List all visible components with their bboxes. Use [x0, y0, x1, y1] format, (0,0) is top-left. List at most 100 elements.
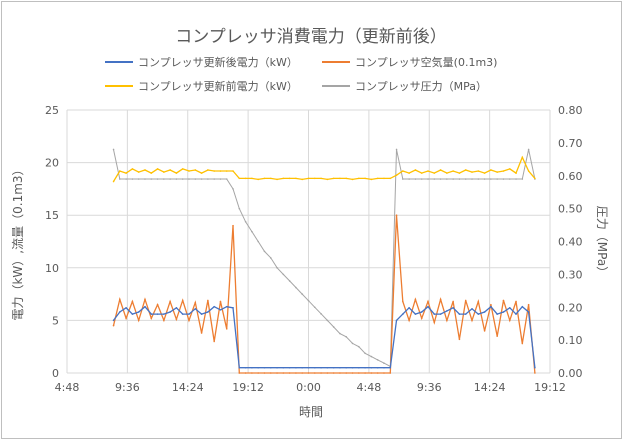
- data-point: [320, 313, 322, 315]
- data-point: [339, 177, 341, 180]
- data-point: [370, 178, 373, 181]
- data-point: [389, 177, 392, 180]
- data-point: [251, 366, 253, 369]
- data-point: [194, 169, 197, 171]
- data-point: [301, 366, 304, 369]
- data-point: [207, 299, 209, 302]
- data-point: [232, 306, 234, 309]
- data-point: [427, 170, 429, 172]
- data-point: [307, 372, 310, 374]
- data-point: [339, 332, 341, 335]
- data-point: [219, 178, 222, 180]
- data-point: [257, 178, 259, 181]
- data-point: [131, 313, 134, 315]
- data-point: [332, 177, 335, 180]
- data-point: [370, 366, 373, 369]
- data-point: [502, 311, 505, 313]
- data-point: [188, 178, 190, 180]
- data-point: [269, 257, 272, 259]
- data-point: [295, 177, 297, 180]
- y2-tick-label: 0.30: [558, 268, 583, 281]
- y-tick-label: 15: [45, 209, 59, 222]
- data-point: [477, 178, 480, 180]
- data-point: [125, 317, 127, 320]
- data-point: [200, 178, 203, 180]
- series-group: [112, 148, 536, 374]
- data-point: [395, 214, 398, 216]
- data-point: [433, 313, 436, 315]
- data-point: [119, 170, 121, 172]
- data-point: [112, 319, 115, 322]
- data-point: [276, 366, 278, 369]
- data-point: [508, 168, 511, 170]
- data-point: [483, 178, 486, 180]
- data-point: [471, 319, 473, 322]
- y2-tick-label: 0.60: [558, 170, 583, 183]
- data-point: [282, 177, 285, 180]
- data-point: [414, 178, 417, 180]
- data-point: [464, 178, 467, 180]
- y2-tick-label: 0.70: [558, 137, 583, 150]
- data-point: [408, 306, 410, 309]
- data-point: [477, 300, 480, 303]
- data-point: [313, 177, 316, 180]
- data-point: [464, 169, 467, 171]
- data-point: [144, 305, 146, 308]
- data-point: [351, 366, 354, 369]
- data-point: [345, 366, 348, 369]
- data-point: [163, 319, 165, 322]
- data-point: [433, 321, 436, 324]
- legend-label: コンプレッサ空気量(0.1m3): [355, 55, 497, 69]
- data-point: [351, 342, 354, 345]
- data-point: [313, 306, 316, 309]
- data-point: [376, 359, 379, 361]
- data-point: [358, 366, 360, 369]
- data-point: [452, 178, 454, 180]
- data-point: [527, 148, 530, 151]
- data-point: [370, 355, 373, 358]
- data-point: [175, 178, 178, 180]
- y-tick-label: 5: [52, 314, 59, 327]
- data-point: [345, 177, 348, 180]
- data-point: [521, 305, 524, 308]
- data-point: [320, 366, 322, 369]
- data-point: [464, 313, 467, 315]
- data-point: [144, 169, 146, 171]
- data-point: [207, 178, 209, 180]
- data-point: [414, 298, 417, 301]
- data-point: [119, 178, 121, 180]
- data-point: [156, 178, 159, 180]
- data-point: [351, 372, 354, 374]
- data-point: [232, 188, 234, 190]
- data-point: [446, 310, 448, 312]
- data-point: [383, 177, 385, 180]
- data-point: [175, 306, 178, 309]
- data-point: [288, 372, 291, 374]
- data-point: [420, 317, 423, 320]
- data-point: [257, 240, 259, 243]
- data-point: [238, 207, 241, 210]
- data-point: [402, 178, 404, 180]
- legend: コンプレッサ更新後電力（kW） コンプレッサ空気量(0.1m3) コンプレッサ更新前…: [105, 55, 497, 93]
- data-point: [244, 177, 247, 180]
- data-point: [408, 172, 410, 174]
- data-point: [433, 172, 436, 174]
- data-point: [508, 178, 511, 180]
- data-point: [276, 267, 278, 269]
- data-point: [163, 313, 165, 315]
- data-point: [446, 178, 448, 180]
- x-tick-label: 9:36: [115, 381, 140, 394]
- data-point: [112, 180, 115, 183]
- grid: [66, 109, 551, 374]
- data-point: [181, 178, 184, 180]
- data-point: [288, 280, 291, 282]
- data-point: [169, 178, 171, 180]
- data-point: [213, 340, 215, 343]
- series-line-1: [112, 215, 536, 374]
- data-point: [150, 178, 153, 180]
- data-point: [383, 362, 385, 364]
- data-point: [527, 170, 530, 172]
- legend-label: コンプレッサ圧力（MPa）: [355, 80, 487, 93]
- data-point: [137, 311, 140, 313]
- data-point: [301, 178, 304, 181]
